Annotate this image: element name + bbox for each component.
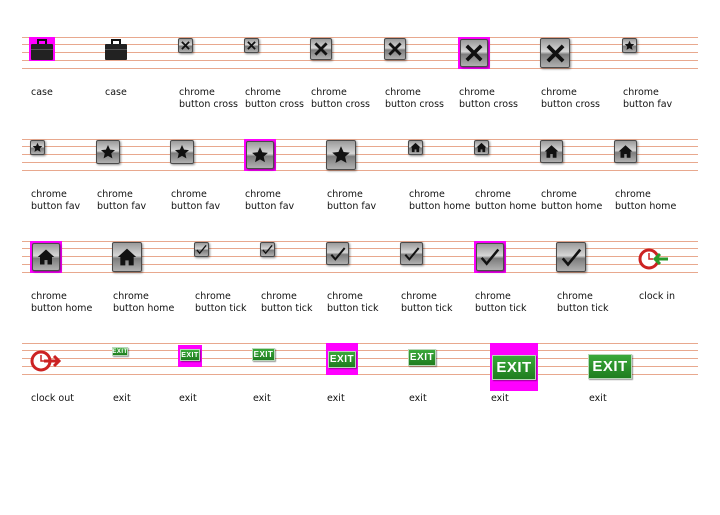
briefcase-icon[interactable] (30, 39, 54, 61)
exit-icon[interactable]: EXIT (252, 348, 275, 361)
star-icon[interactable] (246, 141, 274, 169)
tick-icon[interactable] (556, 242, 586, 272)
tick-icon[interactable] (400, 242, 423, 265)
icon-label: chrome button tick (195, 291, 247, 314)
briefcase-icon[interactable] (104, 39, 128, 61)
cross-icon[interactable] (460, 39, 488, 67)
icon-label: chrome button home (409, 189, 471, 212)
home-icon[interactable] (408, 140, 423, 155)
icon-label: chrome button home (31, 291, 93, 314)
icon-label: chrome button home (475, 189, 537, 212)
icon-label: chrome button fav (623, 87, 673, 110)
icon-label: chrome button cross (179, 87, 238, 110)
tick-icon[interactable] (194, 242, 209, 257)
icon-label: chrome button tick (327, 291, 379, 314)
icon-label: exit (179, 393, 197, 404)
home-icon[interactable] (540, 140, 563, 163)
cross-icon[interactable] (540, 38, 570, 68)
icon-label: exit (491, 393, 509, 404)
star-icon[interactable] (622, 38, 637, 53)
guide-band-2 (22, 139, 698, 173)
icon-label: chrome button cross (245, 87, 304, 110)
home-icon[interactable] (32, 243, 60, 271)
home-icon[interactable] (474, 140, 489, 155)
tick-icon[interactable] (326, 242, 349, 265)
home-icon[interactable] (614, 140, 637, 163)
icon-label: chrome button fav (97, 189, 147, 212)
icon-label: chrome button home (541, 189, 603, 212)
icon-label: chrome button tick (475, 291, 527, 314)
exit-icon[interactable]: EXIT (328, 351, 356, 368)
icon-label: clock out (31, 393, 74, 404)
clock-in-icon[interactable] (638, 247, 670, 271)
icon-label: chrome button home (615, 189, 677, 212)
cross-icon[interactable] (310, 38, 332, 60)
exit-icon[interactable]: EXIT (492, 355, 536, 380)
icon-label: exit (327, 393, 345, 404)
exit-icon[interactable]: EXIT (112, 347, 128, 356)
icon-label: case (105, 87, 127, 98)
star-icon[interactable] (326, 140, 356, 170)
icon-label: exit (409, 393, 427, 404)
exit-icon[interactable]: EXIT (588, 354, 632, 379)
star-icon[interactable] (170, 140, 194, 164)
star-icon[interactable] (96, 140, 120, 164)
icon-label: chrome button fav (245, 189, 295, 212)
icon-label: exit (253, 393, 271, 404)
icon-label: chrome button cross (459, 87, 518, 110)
guide-band-3 (22, 241, 698, 275)
icon-label: exit (113, 393, 131, 404)
exit-icon[interactable]: EXIT (408, 349, 436, 366)
icon-label: chrome button tick (261, 291, 313, 314)
cross-icon[interactable] (244, 38, 259, 53)
icon-label: exit (589, 393, 607, 404)
icon-label: chrome button fav (327, 189, 377, 212)
icon-label: chrome button cross (311, 87, 370, 110)
icon-label: chrome button fav (171, 189, 221, 212)
tick-icon[interactable] (476, 243, 504, 271)
exit-icon[interactable]: EXIT (180, 349, 200, 361)
icon-label: clock in (639, 291, 676, 302)
star-icon[interactable] (30, 140, 45, 155)
guide-band-1 (22, 37, 698, 71)
icon-label: chrome button tick (557, 291, 609, 314)
icon-label: chrome button cross (541, 87, 600, 110)
guide-band-4 (22, 343, 698, 377)
icon-label: chrome button cross (385, 87, 444, 110)
icon-label: case (31, 87, 53, 98)
home-icon[interactable] (112, 242, 142, 272)
icon-label: chrome button fav (31, 189, 81, 212)
clock-out-icon[interactable] (30, 349, 62, 373)
icon-label: chrome button tick (401, 291, 453, 314)
cross-icon[interactable] (178, 38, 193, 53)
tick-icon[interactable] (260, 242, 275, 257)
cross-icon[interactable] (384, 38, 406, 60)
icon-label: chrome button home (113, 291, 175, 314)
